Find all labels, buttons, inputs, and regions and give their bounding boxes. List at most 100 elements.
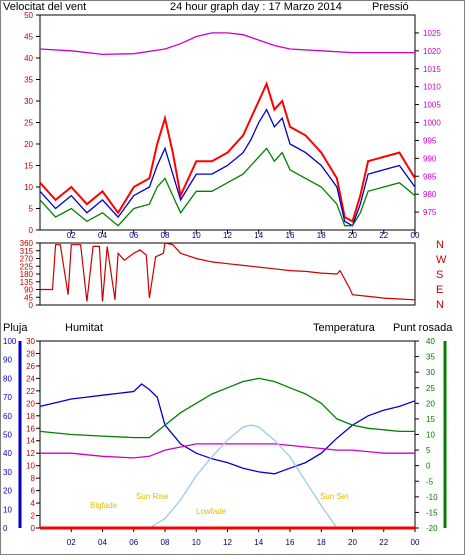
direction-tick-label: 180 [20,270,34,279]
compass-label: N [436,239,444,251]
wind-pressure-plot [39,32,416,227]
wind-tick-label: 45 [24,33,33,42]
wind-tick-label: 20 [24,140,33,149]
wind-tick-label: 35 [24,76,33,85]
humidity-tick-label: 20 [3,487,12,496]
wind-label: Velocitat del vent [3,1,86,13]
compass-label: W [436,254,447,266]
humidity-tick-label: 60 [3,412,12,421]
rain-tick-label: 12 [26,449,35,458]
humidity-tick-label: 10 [3,505,12,514]
pressure-tick-label: 1025 [423,29,441,38]
rain-tick-label: 26 [26,362,35,371]
temperature-tick-label: 0 [426,462,431,471]
bottom-time-tick-label: 06 [129,538,138,547]
pressure-tick-label: 985 [423,172,437,181]
direction-tick-label: 0 [29,301,34,310]
top-time-tick-label: 02 [67,231,76,240]
top-time-tick-label: 12 [223,231,232,240]
direction-tick-label: 45 [24,293,33,302]
top-time-axis: 02 04 06 08 10 12 14 16 18 20 22 00 [67,230,420,240]
speed-line [39,147,416,227]
dewpoint-line [40,443,415,459]
temperature-tick-label: 35 [426,353,435,362]
sunset-label: Sun Set [320,492,349,501]
top-time-tick-label: 20 [348,231,357,240]
wind-tick-label: 5 [29,205,34,214]
wind-direction-plot [40,242,416,302]
temperature-tick-label: 40 [426,337,435,346]
temperature-tick-label: -5 [426,477,434,486]
direction-tick-label: 360 [20,239,34,248]
humidity-tick-label: 0 [3,524,8,533]
compass-label: N [436,299,444,311]
humidity-axis: 0 10 20 30 40 50 60 70 80 90 100 [3,337,22,533]
bottom-time-tick-label: 08 [161,538,170,547]
direction-tick-label: 270 [20,255,34,264]
bottom-time-tick-label: 22 [379,538,388,547]
top-time-tick-label: 10 [192,231,201,240]
pressure-tick-label: 1005 [423,101,441,110]
wind-tick-label: 40 [24,54,33,63]
pressure-line [39,32,415,56]
humidity-tick-label: 100 [3,337,17,346]
bottom-time-tick-label: 18 [317,538,326,547]
pressure-tick-label: 1020 [423,47,441,56]
temperature-tick-label: -20 [426,524,438,533]
altitude-label: Lowfade [196,507,227,516]
bottom-time-tick-label: 14 [254,538,263,547]
rain-tick-label: 8 [31,474,36,483]
bottom-time-tick-label: 20 [348,538,357,547]
temperature-tick-label: 5 [426,446,431,455]
gust-line [39,80,416,223]
pressure-tick-label: 975 [423,208,437,217]
humidity-tick-label: 80 [3,374,12,383]
temperature-tick-label: 10 [426,431,435,440]
wind-tick-label: 10 [24,183,33,192]
pressure-tick-label: 1000 [423,119,441,128]
avg-line [39,108,416,227]
bottom-time-tick-label: 12 [223,538,232,547]
temperature-tick-label: -15 [426,508,438,517]
top-time-tick-label: 00 [411,231,420,240]
top-time-tick-label: 06 [129,231,138,240]
direction-tick-label: 135 [20,278,34,287]
rain-tick-label: 22 [26,387,35,396]
wind-tick-label: 15 [24,162,33,171]
wind-tick-label: 50 [24,11,33,20]
temperature-tick-label: 30 [426,368,435,377]
wind-tick-label: 30 [24,97,33,106]
top-time-tick-label: 18 [317,231,326,240]
temperature-tick-label: 25 [426,384,435,393]
chart-title: 24 hour graph day : 17 Marzo 2014 [170,1,342,13]
temperature-tick-label: 15 [426,415,435,424]
humidity-tick-label: 90 [3,356,12,365]
humidity-tick-label: 70 [3,393,12,402]
top-time-tick-label: 14 [254,231,263,240]
twilight-label: Bigfade [90,501,118,510]
temperature-tick-label: 20 [426,399,435,408]
pressure-tick-label: 995 [423,136,437,145]
pressure-tick-label: 1010 [423,83,441,92]
bottom-time-tick-label: 04 [98,538,107,547]
dewpoint-label: Punt rosada [393,322,453,334]
top-time-tick-label: 04 [98,231,107,240]
bottom-time-tick-label: 02 [67,538,76,547]
rain-tick-label: 24 [26,374,35,383]
bottom-time-tick-label: 00 [411,538,420,547]
humidity-tick-label: 50 [3,431,12,440]
rain-tick-label: 14 [26,437,35,446]
rain-tick-label: 18 [26,412,35,421]
wind-tick-label: 0 [29,226,34,235]
rain-tick-label: 30 [26,337,35,346]
sunrise-label: Sun Rise [136,492,169,501]
humidity-temperature-plot [39,377,416,530]
solar-line [149,424,338,529]
top-time-tick-label: 08 [161,231,170,240]
rain-tick-label: 6 [31,487,36,496]
